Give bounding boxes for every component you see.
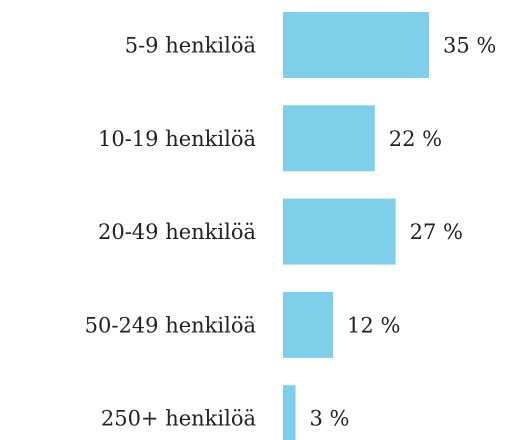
- category-label: 250+ henkilöä: [101, 407, 256, 431]
- value-label: 27 %: [410, 220, 463, 244]
- value-label: 12 %: [347, 313, 400, 337]
- bar: [283, 105, 375, 172]
- category-label: 50-249 henkilöä: [85, 313, 256, 337]
- bar: [283, 291, 334, 358]
- bar: [283, 385, 296, 440]
- value-label: 35 %: [443, 34, 496, 58]
- value-label: 3 %: [310, 407, 350, 431]
- value-label: 22 %: [389, 127, 442, 151]
- bar: [283, 12, 429, 78]
- category-label: 10-19 henkilöä: [98, 127, 256, 151]
- category-label: 20-49 henkilöä: [98, 220, 256, 244]
- category-label: 5-9 henkilöä: [125, 34, 256, 58]
- bar: [283, 198, 396, 265]
